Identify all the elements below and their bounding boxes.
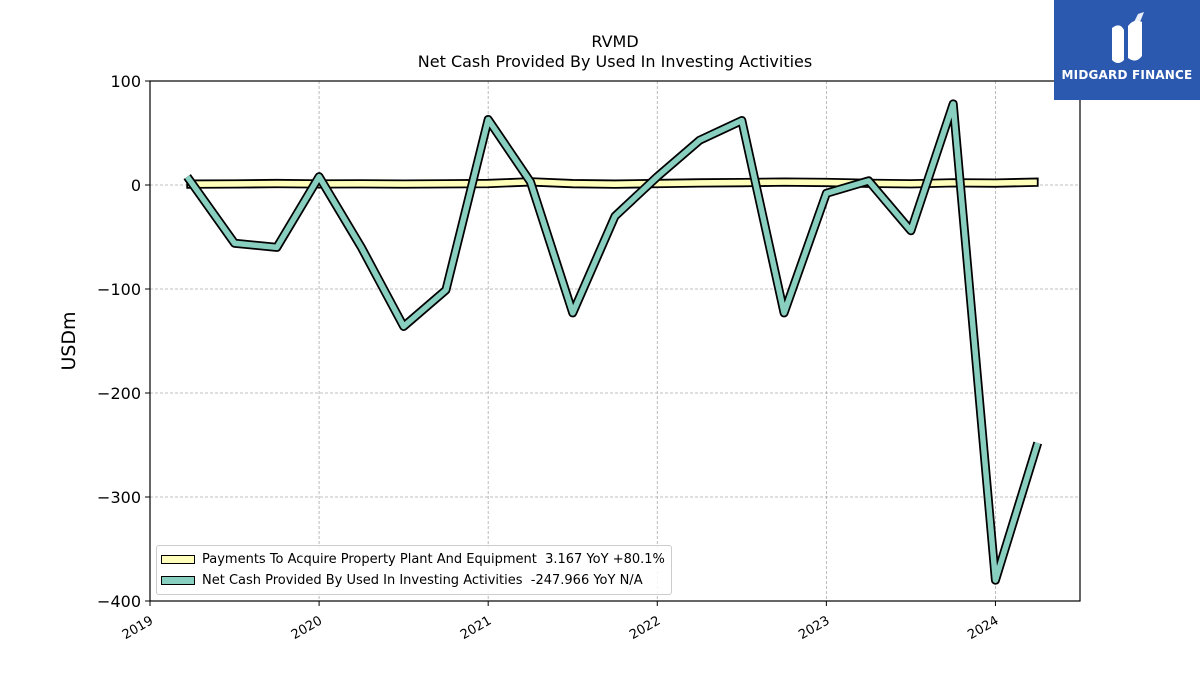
legend-label-investing: Net Cash Provided By Used In Investing A… (202, 573, 643, 588)
x-tick-label: 2022 (627, 613, 663, 643)
series-line-investing-outline (183, 99, 1043, 585)
y-tick-label: −100 (97, 280, 141, 299)
x-tick-label: 2023 (796, 613, 832, 643)
y-axis-label: USDm (58, 311, 80, 370)
y-tick-label: −300 (97, 488, 141, 507)
series-line-investing (184, 101, 1041, 583)
legend-label-capex: Payments To Acquire Property Plant And E… (202, 552, 665, 567)
x-tick-label: 2019 (120, 613, 156, 643)
x-tick-label: 2021 (458, 613, 494, 643)
plot-frame (149, 80, 1081, 602)
chart-title: RVMD (591, 32, 639, 51)
legend-swatch-investing (161, 576, 195, 585)
y-tick-label: 100 (110, 72, 141, 91)
brand-logo: MIDGARD FINANCE (1054, 0, 1200, 100)
y-tick-label: −400 (97, 592, 141, 611)
y-tick-label: 0 (131, 176, 141, 195)
x-tick-label: 2024 (965, 613, 1001, 643)
series-band-capex (186, 177, 1039, 189)
y-tick-label: −200 (97, 384, 141, 403)
legend-entry-investing: Net Cash Provided By Used In Investing A… (161, 570, 665, 591)
legend-entry-capex: Payments To Acquire Property Plant And E… (161, 549, 665, 570)
logo-text: MIDGARD FINANCE (1061, 68, 1193, 82)
x-tick-label: 2020 (289, 613, 325, 643)
legend-swatch-capex (161, 555, 195, 564)
chart-legend: Payments To Acquire Property Plant And E… (156, 545, 672, 595)
logo-mark-icon (1112, 12, 1144, 63)
chart-subtitle: Net Cash Provided By Used In Investing A… (417, 52, 813, 71)
